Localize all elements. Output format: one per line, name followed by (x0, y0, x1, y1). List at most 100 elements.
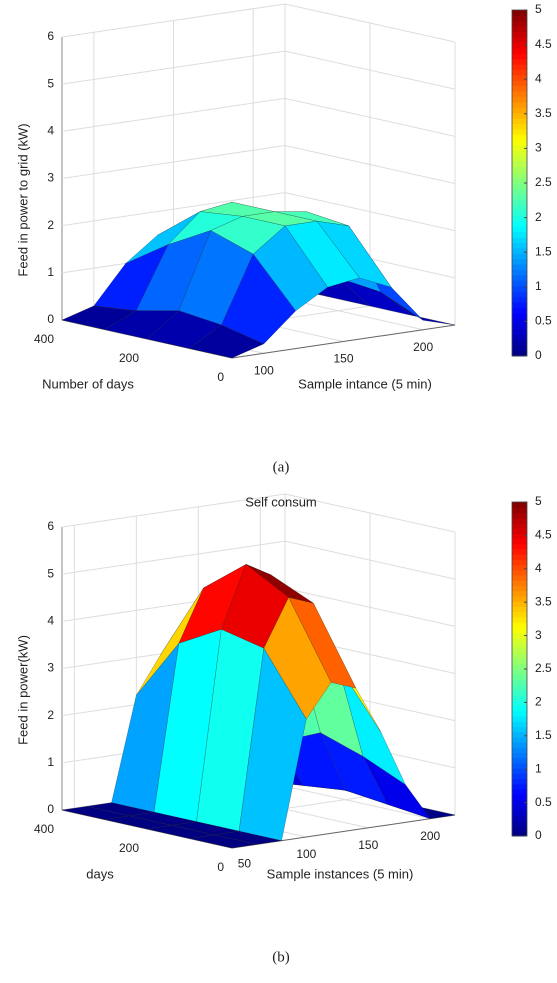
colorbar-tick-label: 1.5 (535, 728, 552, 742)
colorbar-segment (512, 507, 527, 513)
colorbar-segment (512, 128, 527, 135)
colorbar-segment (512, 569, 527, 576)
colorbar-segment (512, 15, 527, 22)
colorbar-segment (512, 794, 527, 800)
colorbar-segment (512, 768, 527, 774)
colorbar-segment (512, 580, 527, 586)
y-tick-label: 400 (34, 822, 54, 836)
colorbar-segment (512, 705, 527, 712)
colorbar-segment (512, 622, 527, 628)
grid-line (61, 493, 286, 528)
x-axis-label: Sample instances (5 min) (267, 866, 414, 881)
x-tick-label: 100 (254, 363, 274, 377)
z-tick-label: 1 (47, 265, 54, 279)
colorbar-segment (512, 736, 527, 743)
colorbar-segment (512, 575, 527, 581)
colorbar-segment (512, 522, 527, 529)
colorbar-segment (512, 528, 527, 534)
colorbar-segment (512, 606, 527, 613)
colorbar-segment (512, 274, 527, 281)
colorbar-segment (512, 26, 527, 33)
z-tick-label: 2 (47, 218, 54, 232)
colorbar-tick-label: 3 (535, 141, 542, 155)
y-tick-label: 200 (119, 841, 139, 855)
colorbar-tick-label: 0 (535, 348, 542, 362)
colorbar-tick-label: 1 (535, 761, 542, 775)
colorbar-segment (512, 710, 527, 717)
colorbar-tick-label: 5 (535, 2, 542, 16)
colorbar-segment (512, 616, 527, 623)
colorbar-segment (512, 632, 527, 639)
colorbar-segment (512, 674, 527, 680)
colorbar-segment (512, 663, 527, 670)
colorbar-segment (512, 820, 527, 827)
caption: (a) (273, 459, 290, 475)
colorbar-segment (512, 715, 527, 722)
colorbar-segment (512, 328, 527, 335)
colorbar-tick-label: 4 (535, 71, 542, 85)
colorbar-segment (512, 296, 527, 303)
colorbar-segment (512, 269, 527, 276)
colorbar-segment (512, 334, 527, 341)
colorbar-segment (512, 188, 527, 195)
z-tick-label: 4 (47, 124, 54, 138)
z-axis-label: Feed in power(kW) (15, 635, 30, 745)
colorbar-segment (512, 264, 527, 270)
colorbar-segment (512, 85, 527, 92)
colorbar-segment (512, 752, 527, 759)
colorbar-segment (512, 799, 527, 806)
colorbar-segment (512, 123, 527, 130)
z-tick-label: 5 (47, 76, 54, 90)
colorbar-segment (512, 731, 527, 738)
colorbar-segment (512, 145, 527, 152)
colorbar-segment (512, 637, 527, 644)
colorbar-segment (512, 80, 527, 87)
z-tick-label: 0 (47, 802, 54, 816)
axis-line (231, 324, 456, 359)
colorbar-tick-label: 2 (535, 695, 542, 709)
colorbar-segment (512, 31, 527, 38)
colorbar-tick-label: 1.5 (535, 244, 552, 258)
z-tick-label: 1 (47, 755, 54, 769)
x-tick-label: 50 (238, 856, 252, 870)
colorbar-segment (512, 590, 527, 597)
colorbar-segment (512, 695, 527, 701)
x-axis-label: Sample intance (5 min) (298, 376, 432, 391)
colorbar-segment (512, 689, 527, 696)
y-tick-label: 400 (34, 332, 54, 346)
colorbar-segment (512, 778, 527, 785)
y-axis-label: days (86, 866, 114, 881)
colorbar-segment (512, 183, 527, 189)
colorbar-segment (512, 91, 527, 97)
z-tick-label: 6 (47, 519, 54, 533)
colorbar-segment (512, 280, 527, 287)
colorbar-segment (512, 177, 527, 184)
colorbar-segment (512, 172, 527, 179)
grid-line (61, 540, 286, 575)
y-tick-label: 200 (119, 351, 139, 365)
colorbar-segment (512, 595, 527, 602)
z-tick-label: 0 (47, 312, 54, 326)
colorbar-tick-label: 1 (535, 279, 542, 293)
colorbar-segment (512, 112, 527, 119)
colorbar-segment (512, 74, 527, 81)
colorbar-segment (512, 301, 527, 308)
colorbar-segment (512, 648, 527, 654)
colorbar-tick-label: 3 (535, 628, 542, 642)
colorbar-tick-label: 2.5 (535, 661, 552, 675)
colorbar-segment (512, 809, 527, 816)
surface-patch (189, 834, 257, 849)
colorbar-segment (512, 543, 527, 550)
colorbar-segment (512, 762, 527, 769)
x-tick-label: 200 (420, 829, 440, 843)
colorbar-segment (512, 199, 527, 206)
colorbar-segment (512, 193, 527, 200)
colorbar-segment (512, 554, 527, 560)
colorbar-segment (512, 564, 527, 571)
colorbar-segment (512, 204, 527, 211)
z-tick-label: 3 (47, 171, 54, 185)
colorbar-segment (512, 339, 527, 346)
surface-patch (189, 324, 265, 359)
colorbar-segment (512, 107, 527, 114)
